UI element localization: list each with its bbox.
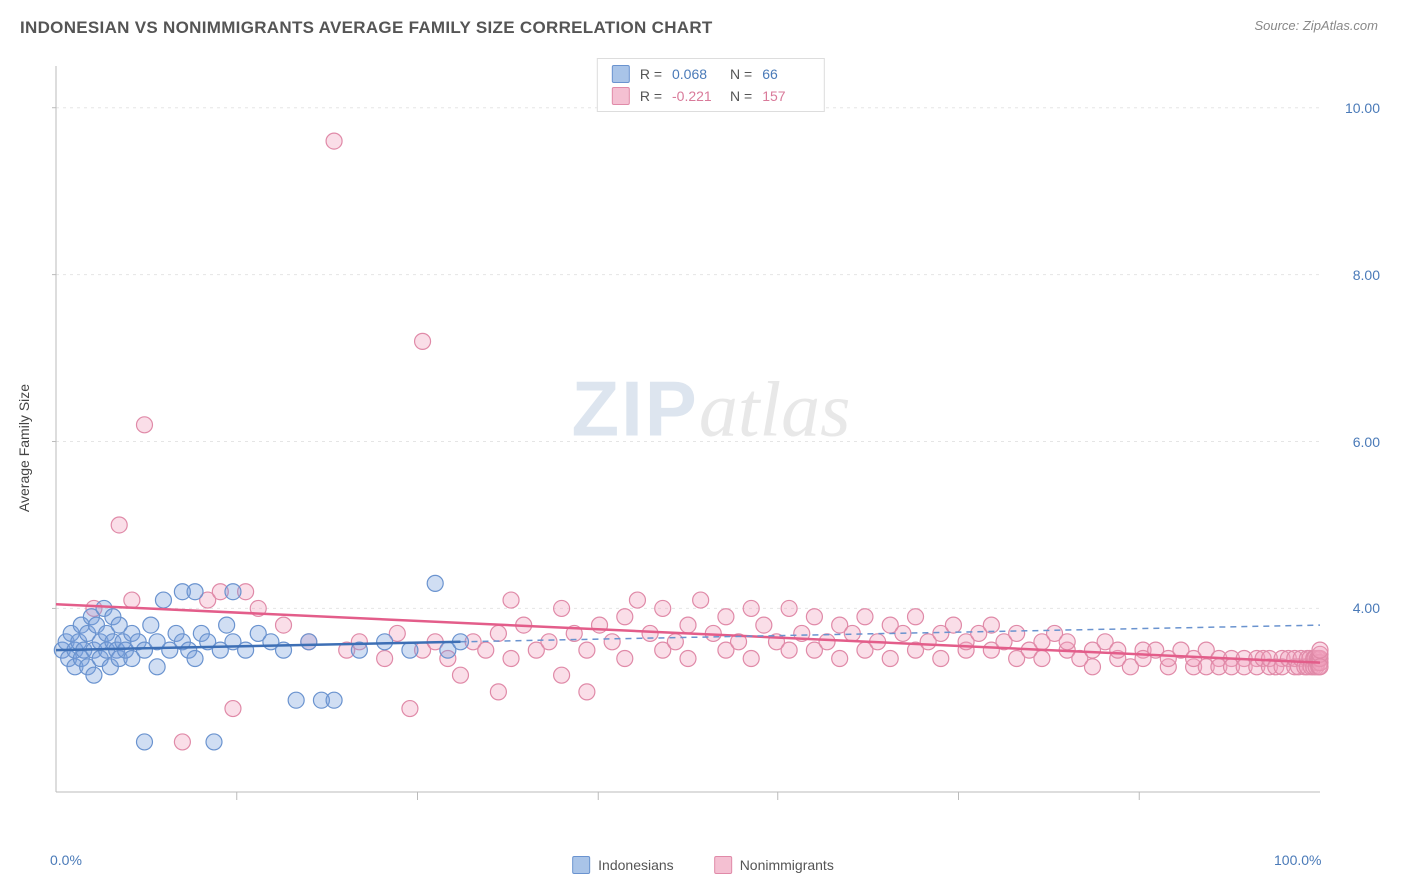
x-tick-label-right: 100.0% <box>1274 852 1321 868</box>
stat-r-value-non: -0.221 <box>672 88 720 104</box>
correlation-stats-box: R = 0.068 N = 66 R = -0.221 N = 157 <box>597 58 825 112</box>
y-tick-label: 6.00 <box>1353 434 1380 450</box>
legend-label-indonesians: Indonesians <box>598 857 674 873</box>
legend-label-nonimmigrants: Nonimmigrants <box>740 857 834 873</box>
chart-area: Average Family Size ZIPatlas R = 0.068 N… <box>52 58 1370 838</box>
stat-n-label-2: N = <box>730 88 752 104</box>
stats-row-nonimmigrants: R = -0.221 N = 157 <box>612 87 810 105</box>
stat-n-label: N = <box>730 66 752 82</box>
y-tick-label: 8.00 <box>1353 267 1380 283</box>
stats-swatch-nonimmigrants <box>612 87 630 105</box>
chart-header: INDONESIAN VS NONIMMIGRANTS AVERAGE FAMI… <box>0 0 1406 38</box>
chart-source: Source: ZipAtlas.com <box>1254 18 1378 33</box>
y-tick-label: 10.00 <box>1345 100 1380 116</box>
stats-row-indonesians: R = 0.068 N = 66 <box>612 65 810 83</box>
stat-n-value-ind: 66 <box>762 66 810 82</box>
scatter-plot <box>52 58 1370 838</box>
stat-n-value-non: 157 <box>762 88 810 104</box>
legend-item-nonimmigrants: Nonimmigrants <box>714 856 834 874</box>
legend-item-indonesians: Indonesians <box>572 856 674 874</box>
source-name: ZipAtlas.com <box>1303 18 1378 33</box>
source-prefix: Source: <box>1254 18 1302 33</box>
chart-title: INDONESIAN VS NONIMMIGRANTS AVERAGE FAMI… <box>20 18 713 38</box>
stat-r-value-ind: 0.068 <box>672 66 720 82</box>
stats-swatch-indonesians <box>612 65 630 83</box>
y-axis-label: Average Family Size <box>16 384 32 512</box>
stat-r-label-2: R = <box>640 88 662 104</box>
y-tick-label: 4.00 <box>1353 600 1380 616</box>
bottom-legend: Indonesians Nonimmigrants <box>572 856 834 874</box>
legend-swatch-nonimmigrants <box>714 856 732 874</box>
x-tick-label-left: 0.0% <box>50 852 82 868</box>
legend-swatch-indonesians <box>572 856 590 874</box>
stat-r-label: R = <box>640 66 662 82</box>
